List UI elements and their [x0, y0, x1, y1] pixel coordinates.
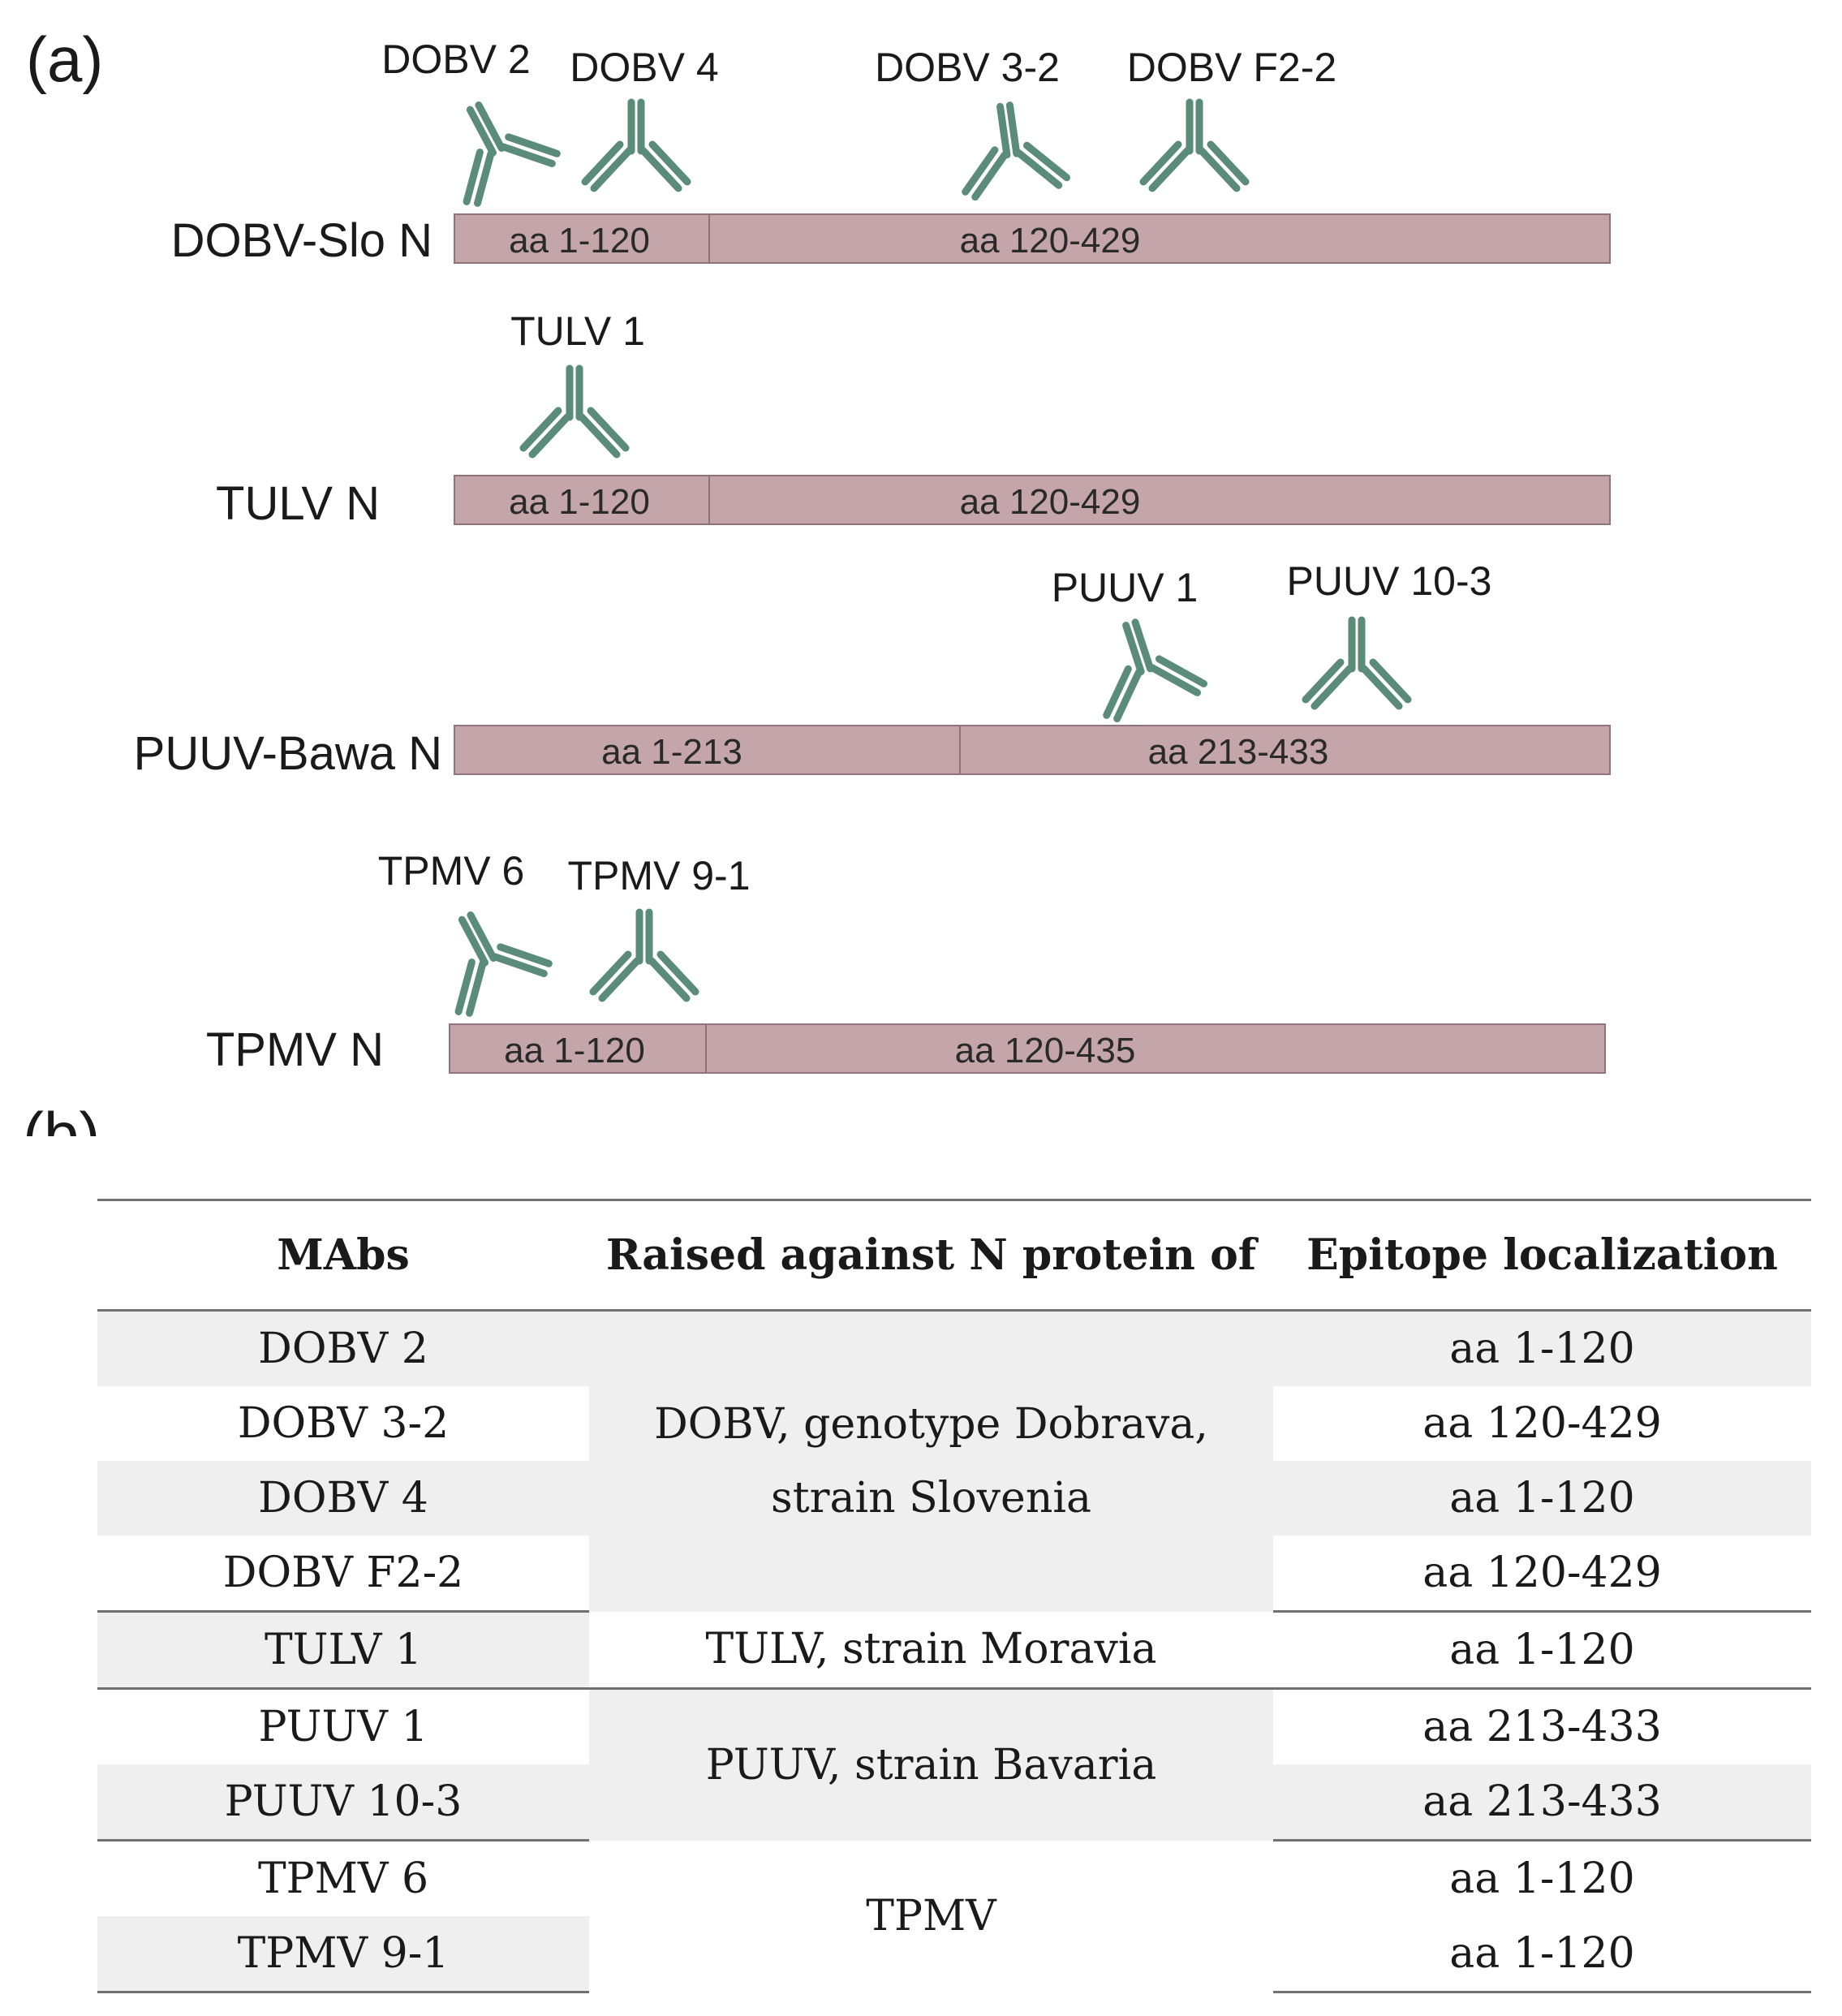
epitope-cell: aa 1-120 — [1273, 1840, 1811, 1916]
panel-a-letter: (a) — [26, 24, 103, 95]
table-row: DOBV 4 aa 1-120 — [97, 1461, 1811, 1536]
header-epitope: Epitope localization — [1273, 1199, 1811, 1312]
antibody-label-dobv-3-2: DOBV 3-2 — [875, 45, 1060, 90]
protein-bar-puuv-bawa — [454, 725, 1611, 775]
protein-label-puuv-bawa: PUUV-Bawa N — [134, 727, 442, 780]
antibody-label-tulv-1: TULV 1 — [510, 308, 645, 354]
epitope-cell: aa 213-433 — [1273, 1764, 1811, 1842]
antibody-label-puuv-10-3: PUUV 10-3 — [1287, 558, 1492, 604]
header-raised-against: Raised against N protein of — [589, 1199, 1273, 1312]
epitope-cell: aa 1-120 — [1273, 1916, 1811, 1993]
mab-cell: PUUV 1 — [97, 1688, 589, 1764]
table-row: DOBV 2 DOBV, genotype Dobrava, strain Sl… — [97, 1310, 1811, 1612]
table-row: DOBV 3-2 aa 120-429 — [97, 1386, 1811, 1461]
raised-against-tulv: TULV, strain Moravia — [589, 1611, 1273, 1690]
segment-label: aa 1-120 — [504, 1031, 645, 1070]
raised-against-dobv: DOBV, genotype Dobrava, strain Slovenia — [589, 1310, 1273, 1612]
raised-against-dobv-line1: DOBV, genotype Dobrava, — [654, 1399, 1208, 1449]
protein-bar-dobv-slo — [454, 213, 1611, 264]
mab-cell: DOBV 2 — [97, 1310, 589, 1386]
mab-cell: TPMV 6 — [97, 1840, 589, 1916]
table-row: PUUV 10-3 aa 213-433 — [97, 1764, 1811, 1842]
raised-against-dobv-line2: strain Slovenia — [771, 1473, 1091, 1523]
segment-label: aa 120-429 — [960, 482, 1141, 522]
epitope-cell: aa 120-429 — [1273, 1536, 1811, 1613]
raised-against-puuv: PUUV, strain Bavaria — [589, 1688, 1273, 1841]
protein-label-tpmv: TPMV N — [206, 1023, 384, 1076]
epitope-cell: aa 213-433 — [1273, 1688, 1811, 1764]
epitope-cell: aa 1-120 — [1273, 1310, 1811, 1386]
panel-b-letter: (b) — [23, 1099, 100, 1136]
epitope-cell: aa 1-120 — [1273, 1611, 1811, 1690]
table-row: TPMV 6 TPMV aa 1-120 — [97, 1840, 1811, 1992]
antibody-label-dobv-2: DOBV 2 — [381, 37, 530, 82]
segment-label: aa 1-120 — [509, 482, 650, 522]
antibody-icon — [954, 99, 1068, 199]
table-row: PUUV 1 PUUV, strain Bavaria aa 213-433 — [97, 1688, 1811, 1841]
antibody-label-dobv-f2-2: DOBV F2-2 — [1127, 45, 1336, 90]
protein-label-tulv: TULV N — [216, 477, 380, 530]
protein-bar-tulv — [454, 475, 1611, 525]
antibody-label-puuv-1: PUUV 1 — [1052, 565, 1199, 610]
table-row: TULV 1 TULV, strain Moravia aa 1-120 — [97, 1611, 1811, 1690]
antibody-icon — [585, 102, 687, 188]
mab-cell: TPMV 9-1 — [97, 1916, 589, 1993]
mab-cell: DOBV 3-2 — [97, 1386, 589, 1461]
segment-label: aa 120-429 — [960, 221, 1141, 261]
protein-label-dobv-slo: DOBV-Slo N — [171, 214, 433, 267]
table-row: DOBV F2-2 aa 120-429 — [97, 1536, 1811, 1613]
raised-against-tpmv: TPMV — [589, 1840, 1273, 1992]
mab-epitope-table: MAbs Raised against N protein of Epitope… — [97, 1199, 1811, 1993]
table-header-row: MAbs Raised against N protein of Epitope… — [97, 1199, 1811, 1312]
epitope-cell: aa 1-120 — [1273, 1461, 1811, 1536]
antibody-label-tpmv-6: TPMV 6 — [378, 848, 525, 894]
antibody-icon — [1306, 620, 1408, 706]
header-mabs: MAbs — [97, 1199, 589, 1312]
antibody-label-tpmv-9-1: TPMV 9-1 — [567, 853, 750, 898]
protein-bar-tpmv — [449, 1023, 1606, 1074]
segment-label: aa 213-433 — [1148, 732, 1329, 772]
mab-cell: DOBV 4 — [97, 1461, 589, 1536]
mab-cell: TULV 1 — [97, 1611, 589, 1690]
segment-label: aa 1-213 — [601, 732, 742, 772]
segment-label: aa 120-435 — [955, 1031, 1136, 1070]
antibody-icon — [1143, 102, 1246, 188]
segment-label: aa 1-120 — [509, 221, 650, 261]
antibody-icon — [421, 894, 552, 1018]
table-row: TPMV 9-1 aa 1-120 — [97, 1916, 1811, 1993]
antibody-icon — [1082, 608, 1206, 722]
epitope-cell: aa 120-429 — [1273, 1386, 1811, 1461]
antibody-icon — [523, 368, 626, 454]
antibody-label-dobv-4: DOBV 4 — [570, 45, 718, 90]
panel-a-diagram: (a) DOBV 2 DOBV 4 DOBV 3-2 DOBV F2-2 DOB… — [23, 24, 1611, 1136]
mab-cell: DOBV F2-2 — [97, 1536, 589, 1613]
mab-cell: PUUV 10-3 — [97, 1764, 589, 1842]
antibody-icon — [593, 912, 695, 998]
antibody-icon — [429, 84, 560, 208]
